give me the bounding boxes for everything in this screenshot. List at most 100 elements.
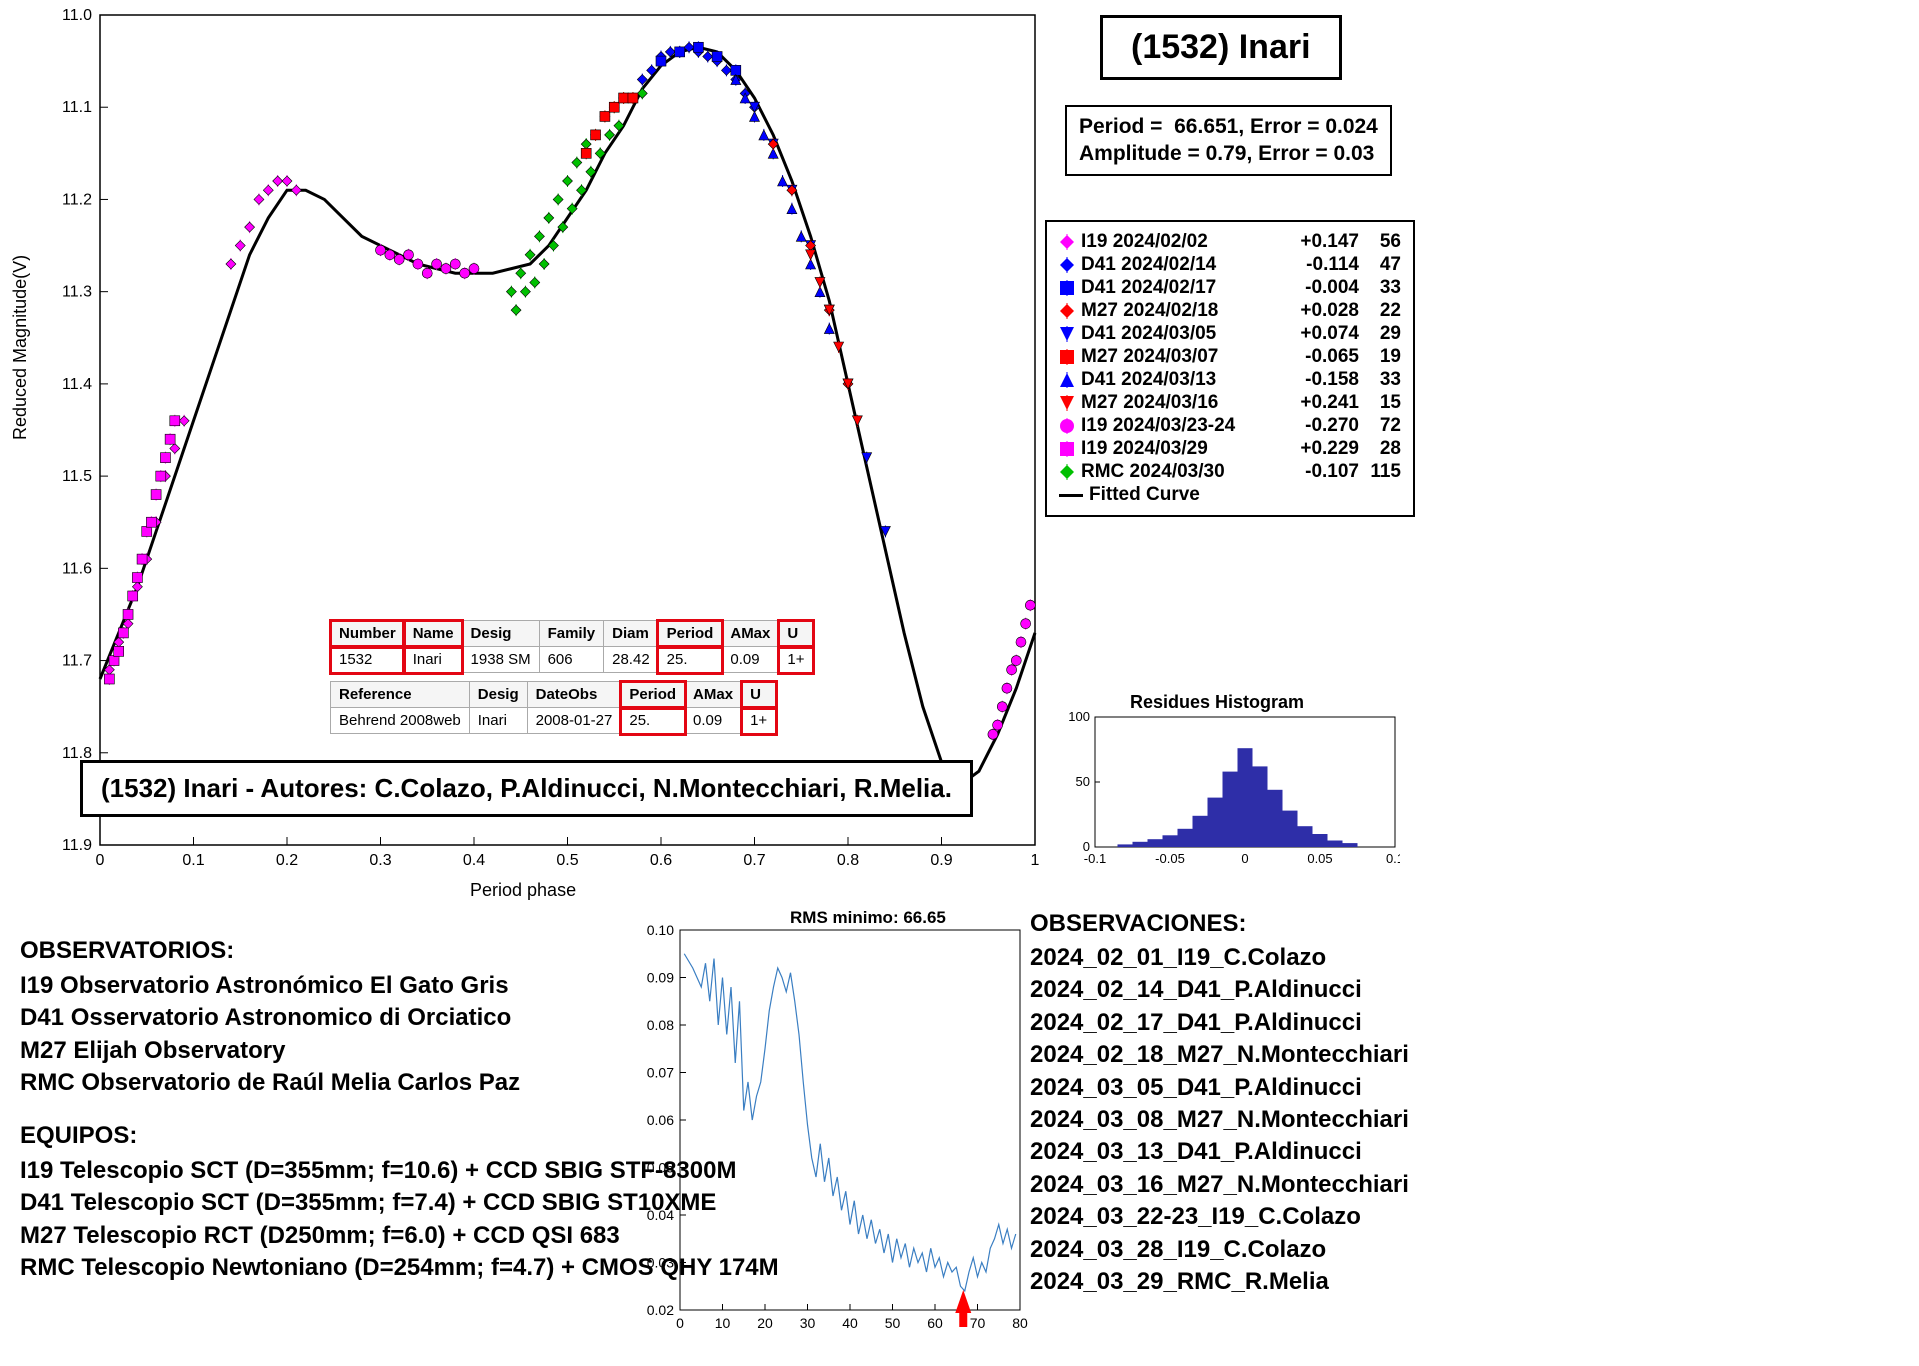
legend-label: D41 2024/02/17 — [1081, 277, 1216, 299]
legend-label: I19 2024/03/29 — [1081, 438, 1208, 460]
legend-label: Fitted Curve — [1089, 484, 1200, 506]
svg-text:0.09: 0.09 — [647, 970, 674, 986]
equipos-list: I19 Telescopio SCT (D=355mm; f=10.6) + C… — [20, 1155, 779, 1285]
legend-marker-icon — [1059, 372, 1075, 388]
svg-text:0.8: 0.8 — [837, 852, 859, 869]
reference-table: ReferenceDesigDateObsPeriodAMaxUBehrend … — [330, 681, 776, 734]
list-item: 2024_02_14_D41_P.Aldinucci — [1030, 974, 1409, 1006]
legend-marker-icon — [1059, 257, 1075, 273]
residues-histogram: 050100-0.1-0.0500.050.1 — [1060, 712, 1400, 857]
svg-text:0: 0 — [1241, 851, 1248, 866]
legend-label: I19 2024/03/23-24 — [1081, 415, 1235, 437]
svg-text:-0.05: -0.05 — [1155, 851, 1185, 866]
table-header: DateObs — [527, 682, 621, 708]
list-item: 2024_03_13_D41_P.Aldinucci — [1030, 1136, 1409, 1168]
legend-offset: -0.158 — [1305, 369, 1359, 391]
table-header: U — [779, 621, 813, 647]
table-header: Period — [658, 621, 722, 647]
legend-offset: -0.065 — [1305, 346, 1359, 368]
svg-text:70: 70 — [970, 1315, 986, 1331]
legend-offset: -0.270 — [1305, 415, 1359, 437]
legend-marker-icon — [1059, 280, 1075, 296]
legend-marker-icon — [1059, 326, 1075, 342]
observaciones-list: 2024_02_01_I19_C.Colazo2024_02_14_D41_P.… — [1030, 942, 1409, 1298]
legend-label: RMC 2024/03/30 — [1081, 461, 1225, 483]
list-item: M27 Elijah Observatory — [20, 1035, 520, 1067]
list-item: RMC Telescopio Newtoniano (D=254mm; f=4.… — [20, 1252, 779, 1284]
legend-marker-icon — [1059, 418, 1075, 434]
legend-item: M27 2024/02/18 +0.028 22 — [1059, 300, 1401, 322]
svg-text:60: 60 — [927, 1315, 943, 1331]
legend-label: D41 2024/03/05 — [1081, 323, 1216, 345]
list-item: 2024_03_05_D41_P.Aldinucci — [1030, 1072, 1409, 1104]
table-header: Name — [404, 621, 462, 647]
svg-text:11.2: 11.2 — [62, 191, 92, 208]
legend-count: 47 — [1365, 254, 1401, 276]
authors-box: (1532) Inari - Autores: C.Colazo, P.Aldi… — [80, 760, 973, 817]
legend-offset: +0.229 — [1300, 438, 1359, 460]
legend-item: I19 2024/03/23-24 -0.270 72 — [1059, 415, 1401, 437]
legend-count: 29 — [1365, 323, 1401, 345]
legend-marker-icon — [1059, 349, 1075, 365]
equipos-header: EQUIPOS: — [20, 1120, 137, 1152]
legend-label: D41 2024/02/14 — [1081, 254, 1216, 276]
legend-item: D41 2024/03/13 -0.158 33 — [1059, 369, 1401, 391]
table-cell: Behrend 2008web — [331, 708, 470, 734]
svg-text:10: 10 — [715, 1315, 731, 1331]
legend-count: 22 — [1365, 300, 1401, 322]
amplitude-line: Amplitude = 0.79, Error = 0.03 — [1079, 140, 1378, 167]
table-cell: 1532 — [331, 647, 405, 673]
table-header: Desig — [462, 621, 539, 647]
table-cell: 2008-01-27 — [527, 708, 621, 734]
svg-text:0.10: 0.10 — [647, 922, 674, 938]
table-cell: 606 — [539, 647, 604, 673]
list-item: 2024_03_22-23_I19_C.Colazo — [1030, 1201, 1409, 1233]
svg-text:0.02: 0.02 — [647, 1302, 674, 1318]
svg-text:11.6: 11.6 — [62, 560, 92, 577]
legend-count: 28 — [1365, 438, 1401, 460]
svg-text:0.1: 0.1 — [182, 852, 204, 869]
table-cell: Inari — [469, 708, 527, 734]
legend-count: 33 — [1365, 369, 1401, 391]
table-header: U — [742, 682, 776, 708]
legend-offset: +0.241 — [1300, 392, 1359, 414]
table-cell: 0.09 — [685, 708, 742, 734]
list-item: 2024_02_01_I19_C.Colazo — [1030, 942, 1409, 974]
list-item: RMC Observatorio de Raúl Melia Carlos Pa… — [20, 1067, 520, 1099]
table-header: AMax — [722, 621, 779, 647]
legend-label: I19 2024/02/02 — [1081, 231, 1208, 253]
table-header: Family — [539, 621, 604, 647]
svg-text:11.9: 11.9 — [62, 837, 92, 854]
period-line: Period = 66.651, Error = 0.024 — [1079, 113, 1378, 140]
svg-text:0.6: 0.6 — [650, 852, 672, 869]
table-header: Number — [331, 621, 405, 647]
observatorios-header: OBSERVATORIOS: — [20, 935, 234, 967]
period-amplitude-box: Period = 66.651, Error = 0.024 Amplitude… — [1065, 105, 1392, 176]
table-cell: 25. — [658, 647, 722, 673]
legend-label: M27 2024/03/16 — [1081, 392, 1218, 414]
legend-label: D41 2024/03/13 — [1081, 369, 1216, 391]
list-item: D41 Osservatorio Astronomico di Orciatic… — [20, 1002, 520, 1034]
legend-marker-icon — [1059, 441, 1075, 457]
list-item: M27 Telescopio RCT (D250mm; f=6.0) + CCD… — [20, 1220, 779, 1252]
legend-count: 19 — [1365, 346, 1401, 368]
y-axis-label: Reduced Magnitude(V) — [10, 255, 31, 440]
list-item: 2024_03_28_I19_C.Colazo — [1030, 1234, 1409, 1266]
svg-text:0.07: 0.07 — [647, 1065, 674, 1081]
legend-item: D41 2024/03/05 +0.074 29 — [1059, 323, 1401, 345]
table-cell: 1938 SM — [462, 647, 539, 673]
svg-text:0.5: 0.5 — [556, 852, 578, 869]
svg-text:30: 30 — [800, 1315, 816, 1331]
svg-text:0: 0 — [676, 1315, 684, 1331]
list-item: D41 Telescopio SCT (D=355mm; f=7.4) + CC… — [20, 1187, 779, 1219]
svg-text:0.1: 0.1 — [1386, 851, 1400, 866]
list-item: 2024_03_08_M27_N.Montecchiari — [1030, 1104, 1409, 1136]
svg-text:-0.1: -0.1 — [1084, 851, 1106, 866]
legend-count: 56 — [1365, 231, 1401, 253]
legend-item: RMC 2024/03/30 -0.107 115 — [1059, 461, 1401, 483]
legend-offset: +0.028 — [1300, 300, 1359, 322]
svg-text:11.0: 11.0 — [62, 7, 92, 24]
legend-label: M27 2024/03/07 — [1081, 346, 1218, 368]
legend-offset: +0.074 — [1300, 323, 1359, 345]
legend-item: M27 2024/03/16 +0.241 15 — [1059, 392, 1401, 414]
